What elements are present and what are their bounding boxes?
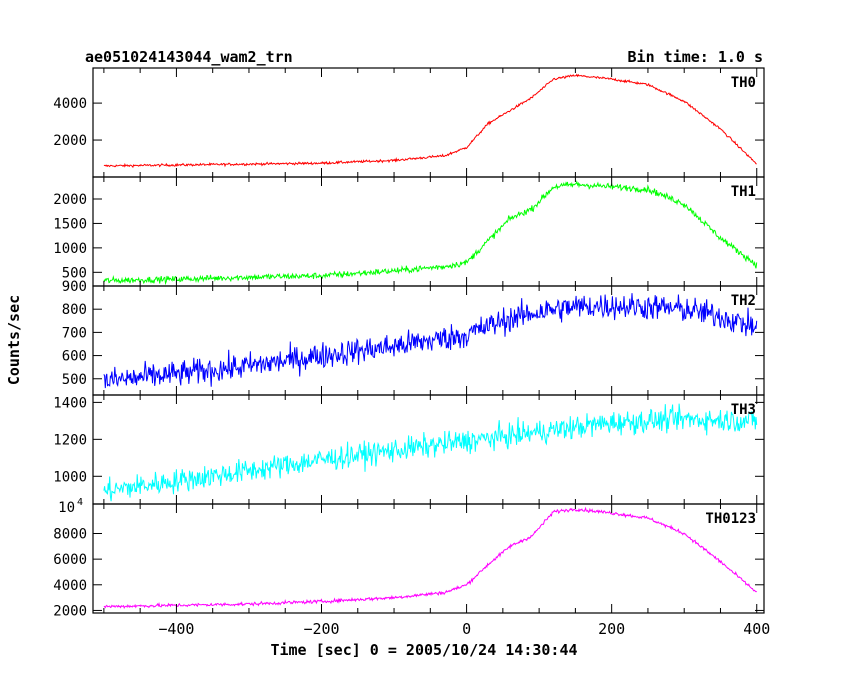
y-tick-label: 600 [62,349,87,365]
y-tick-label: 500 [62,372,87,388]
y-tick-label: 10 [58,500,75,516]
x-axis-label: Time [sec] 0 = 2005/10/24 14:30:44 [270,641,577,659]
y-tick-label: 1400 [53,395,87,411]
panel-label-th1: TH1 [731,184,756,200]
panel-frame [92,67,765,178]
y-tick-label: 1500 [53,216,87,232]
panel-frame [92,503,765,614]
y-tick-label-exponent: 4 [77,497,83,508]
series-line-th0 [103,73,757,169]
x-tick-label: 400 [743,620,770,638]
panel-th1: 500 1000 1500 2000 TH1 [53,176,765,287]
y-axis-label: Counts/sec [5,295,23,385]
y-tick-label: 1000 [53,469,87,485]
x-tick-label: −400 [158,620,194,638]
y-tick-label: 1000 [53,241,87,257]
y-tick-label: 4000 [53,96,87,112]
chart-title: ae051024143044_wam2_trn [85,48,293,66]
panel-label-th0: TH0 [731,75,756,91]
y-tick-label: 700 [62,325,87,341]
y-tick-label: 2000 [53,603,87,619]
x-tick-label: 0 [462,620,471,638]
y-tick-label: 8000 [53,526,87,542]
y-tick-label: 2000 [53,133,87,149]
x-tick-label: 200 [598,620,625,638]
series-line-th3 [103,403,758,502]
y-tick-label: 2000 [53,192,87,208]
panel-th0123: 2000 4000 6000 8000 10 4 TH0123 [53,497,765,619]
y-tick-label: 1200 [53,432,87,448]
y-tick-label: 800 [62,302,87,318]
x-tick-label: −200 [303,620,339,638]
y-tick-label: 6000 [53,552,87,568]
panel-label-th3: TH3 [731,402,756,418]
panel-th0: 2000 4000 TH0 [53,67,765,178]
series-line-th0123 [103,506,758,609]
panel-th3: 1000 1200 1400 TH3 [53,394,765,505]
series-line-th1 [103,180,758,286]
panel-frame [92,176,765,287]
panel-label-th0123: TH0123 [705,511,756,527]
y-tick-label: 900 [62,279,87,295]
panel-th2: 500 600 700 800 900 TH2 [62,279,765,396]
series-line-th2 [103,293,758,389]
y-tick-label: 500 [62,265,87,281]
panel-label-th2: TH2 [731,293,756,309]
y-tick-label: 4000 [53,578,87,594]
bin-time-label: Bin time: 1.0 s [628,48,763,66]
